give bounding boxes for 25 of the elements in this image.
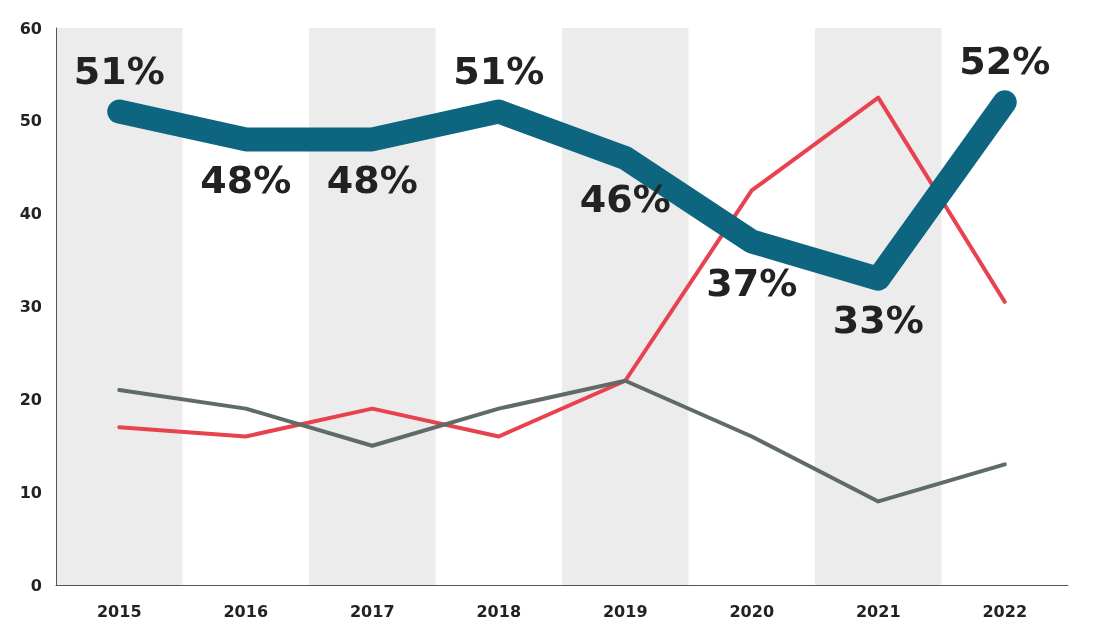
x-tick-label: 2022 [982, 601, 1028, 621]
y-tick-label: 0 [30, 575, 42, 595]
x-tick-label: 2018 [476, 601, 522, 621]
y-tick-label: 10 [19, 482, 42, 502]
x-tick-label: 2017 [349, 601, 395, 621]
y-tick-label: 20 [19, 389, 42, 409]
data-label: 46% [579, 176, 671, 221]
y-tick-label: 30 [19, 297, 42, 316]
data-label: 48% [200, 158, 292, 203]
x-tick-label: 2021 [855, 601, 901, 621]
data-label: 51% [73, 48, 165, 93]
data-label: 52% [959, 39, 1051, 84]
x-tick-label: 2016 [223, 601, 269, 621]
x-tick-label: 2020 [729, 601, 775, 621]
x-tick-label: 2015 [96, 601, 142, 621]
x-tick-label: 2019 [602, 601, 648, 621]
line-series [117, 95, 1007, 439]
y-tick-label: 50 [19, 111, 42, 131]
line-series [117, 378, 1007, 504]
y-tick-label: 40 [19, 204, 42, 224]
data-label: 48% [326, 158, 418, 203]
data-label: 33% [832, 297, 924, 342]
data-label: 37% [706, 260, 798, 305]
data-label: 51% [453, 48, 545, 93]
y-tick-label: 60 [19, 18, 42, 38]
